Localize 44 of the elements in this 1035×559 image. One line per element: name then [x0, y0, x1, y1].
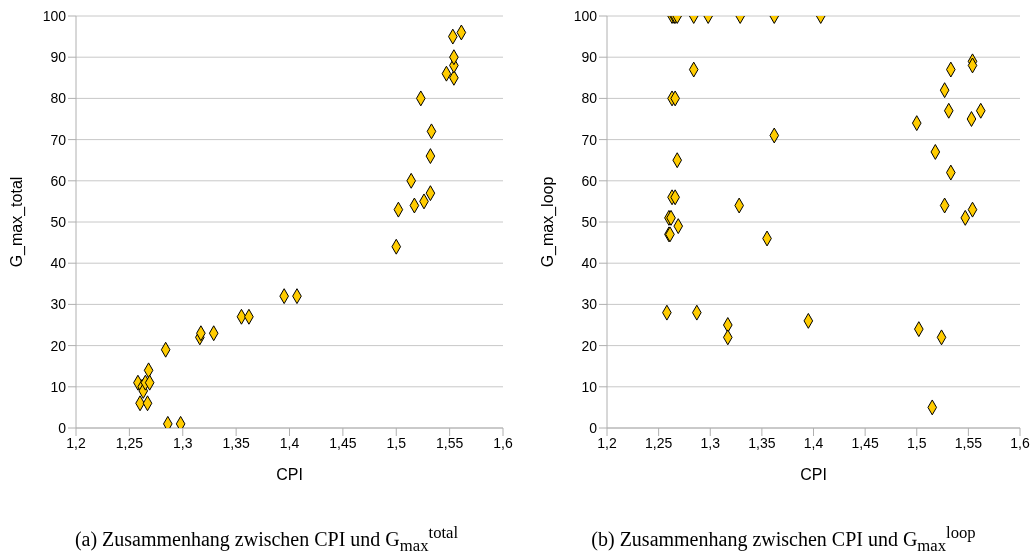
y-tick-label: 20 [581, 337, 598, 354]
x-tick-label: 1,5 [386, 434, 407, 451]
y-tick-label: 80 [50, 90, 67, 107]
y-tick-label: 70 [581, 131, 598, 148]
x-tick-label: 1,35 [748, 434, 776, 451]
y-axis-title: G_max_total [7, 176, 26, 268]
y-tick-label: 60 [50, 172, 67, 189]
y-tick-label: 100 [42, 7, 67, 24]
x-tick-label: 1,6 [1010, 434, 1030, 451]
y-tick-label: 0 [58, 419, 67, 436]
x-tick-label: 1,55 [954, 434, 983, 451]
y-tick-label: 90 [50, 49, 67, 66]
y-axis-title: G_max_loop [538, 176, 557, 268]
y-tick-label: 50 [50, 213, 67, 230]
y-tick-label: 40 [50, 255, 67, 272]
x-axis-title: CPI [800, 466, 827, 483]
y-tick-label: 90 [581, 49, 598, 66]
x-tick-label: 1,2 [597, 434, 617, 451]
x-tick-label: 1,25 [115, 434, 144, 451]
y-tick-label: 10 [581, 378, 598, 395]
x-tick-label: 1,4 [279, 434, 300, 451]
x-tick-label: 1,55 [436, 434, 464, 451]
y-tick-label: 10 [50, 378, 67, 395]
y-tick-label: 60 [581, 172, 598, 189]
y-tick-label: 20 [50, 337, 67, 354]
x-tick-label: 1,35 [222, 434, 250, 451]
x-tick-label: 1,2 [66, 434, 86, 451]
x-tick-label: 1,25 [645, 434, 673, 451]
y-tick-label: 100 [573, 7, 598, 24]
x-tick-label: 1,45 [851, 434, 879, 451]
x-axis-title: CPI [276, 466, 303, 483]
x-tick-label: 1,5 [907, 434, 927, 451]
x-tick-label: 1,4 [803, 434, 824, 451]
x-tick-label: 1,6 [493, 434, 513, 451]
y-tick-label: 40 [581, 255, 598, 272]
y-tick-label: 30 [581, 296, 598, 313]
y-tick-label: 50 [581, 213, 598, 230]
y-tick-label: 0 [589, 419, 598, 436]
x-tick-label: 1,3 [700, 434, 721, 451]
y-tick-label: 80 [581, 90, 598, 107]
y-tick-label: 30 [50, 296, 67, 313]
y-tick-label: 70 [50, 131, 67, 148]
x-tick-label: 1,45 [329, 434, 357, 451]
x-tick-label: 1,3 [173, 434, 193, 451]
